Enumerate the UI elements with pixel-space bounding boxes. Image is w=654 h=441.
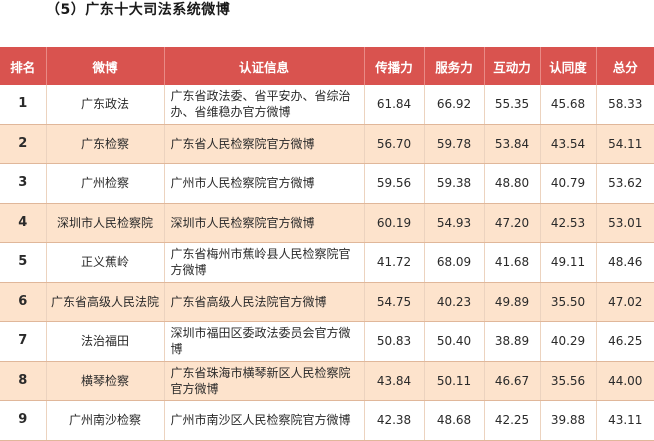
total-cell: 53.01 <box>596 203 654 243</box>
spread-cell: 42.38 <box>364 400 425 441</box>
weibo-cell: 正义蕉岭 <box>46 242 165 283</box>
identity-cell: 42.53 <box>540 203 597 243</box>
rank-cell: 6 <box>0 282 47 322</box>
spread-cell: 50.83 <box>364 321 425 362</box>
interact-cell: 48.80 <box>484 163 541 204</box>
weibo-cell: 法治福田 <box>46 321 165 362</box>
cert-cell: 广东省高级人民法院官方微博 <box>164 282 365 322</box>
identity-cell: 49.11 <box>540 242 597 283</box>
spread-cell: 56.70 <box>364 124 425 164</box>
cert-cell: 深圳市福田区委政法委员会官方微博 <box>164 321 365 362</box>
header-total: 总分 <box>596 47 654 85</box>
total-cell: 44.00 <box>596 361 654 401</box>
service-cell: 54.93 <box>424 203 485 243</box>
header-cert: 认证信息 <box>164 47 365 85</box>
identity-cell: 45.68 <box>540 85 597 125</box>
identity-cell: 35.56 <box>540 361 597 401</box>
identity-cell: 40.29 <box>540 321 597 362</box>
spread-cell: 43.84 <box>364 361 425 401</box>
weibo-cell: 横琴检察 <box>46 361 165 401</box>
rank-cell: 2 <box>0 124 47 164</box>
total-cell: 58.33 <box>596 85 654 125</box>
identity-cell: 35.50 <box>540 282 597 322</box>
total-cell: 54.11 <box>596 124 654 164</box>
header-spread: 传播力 <box>364 47 425 85</box>
interact-cell: 47.20 <box>484 203 541 243</box>
rank-cell: 5 <box>0 242 47 283</box>
total-cell: 47.02 <box>596 282 654 322</box>
rank-cell: 8 <box>0 361 47 401</box>
section-heading: （5）广东十大司法系统微博 <box>46 2 231 18</box>
weibo-cell: 广州检察 <box>46 163 165 204</box>
spread-cell: 59.56 <box>364 163 425 204</box>
total-cell: 46.25 <box>596 321 654 362</box>
rank-cell: 7 <box>0 321 47 362</box>
cert-cell: 广东省政法委、省平安办、省综治办、省维稳办官方微博 <box>164 85 365 125</box>
spread-cell: 41.72 <box>364 242 425 283</box>
rank-cell: 3 <box>0 163 47 204</box>
service-cell: 68.09 <box>424 242 485 283</box>
cert-cell: 广东省人民检察院官方微博 <box>164 124 365 164</box>
cert-cell: 广州市南沙区人民检察院官方微博 <box>164 400 365 441</box>
table-row: 8 横琴检察 广东省珠海市横琴新区人民检察院官方微博 43.84 50.11 4… <box>0 361 654 401</box>
spread-cell: 54.75 <box>364 282 425 322</box>
interact-cell: 38.89 <box>484 321 541 362</box>
cert-cell: 深圳市人民检察院官方微博 <box>164 203 365 243</box>
table-row: 2 广东检察 广东省人民检察院官方微博 56.70 59.78 53.84 43… <box>0 124 654 164</box>
interact-cell: 49.89 <box>484 282 541 322</box>
weibo-cell: 广东省高级人民法院 <box>46 282 165 322</box>
total-cell: 43.11 <box>596 400 654 441</box>
table-row: 7 法治福田 深圳市福田区委政法委员会官方微博 50.83 50.40 38.8… <box>0 321 654 362</box>
interact-cell: 55.35 <box>484 85 541 125</box>
table-row: 3 广州检察 广州市人民检察院官方微博 59.56 59.38 48.80 40… <box>0 163 654 204</box>
weibo-cell: 广东检察 <box>46 124 165 164</box>
identity-cell: 39.88 <box>540 400 597 441</box>
spread-cell: 61.84 <box>364 85 425 125</box>
header-identity: 认同度 <box>540 47 597 85</box>
cert-cell: 广州市人民检察院官方微博 <box>164 163 365 204</box>
table-row: 9 广州南沙检察 广州市南沙区人民检察院官方微博 42.38 48.68 42.… <box>0 400 654 441</box>
service-cell: 50.11 <box>424 361 485 401</box>
ranking-table: 排名 微博 认证信息 传播力 服务力 互动力 认同度 总分 1 广东政法 广东省… <box>0 47 654 441</box>
header-interact: 互动力 <box>484 47 541 85</box>
table-row: 5 正义蕉岭 广东省梅州市蕉岭县人民检察院官方微博 41.72 68.09 41… <box>0 242 654 283</box>
rank-cell: 9 <box>0 400 47 441</box>
service-cell: 59.78 <box>424 124 485 164</box>
total-cell: 53.62 <box>596 163 654 204</box>
weibo-cell: 广州南沙检察 <box>46 400 165 441</box>
table-row: 4 深圳市人民检察院 深圳市人民检察院官方微博 60.19 54.93 47.2… <box>0 203 654 243</box>
service-cell: 48.68 <box>424 400 485 441</box>
service-cell: 59.38 <box>424 163 485 204</box>
identity-cell: 43.54 <box>540 124 597 164</box>
service-cell: 50.40 <box>424 321 485 362</box>
interact-cell: 53.84 <box>484 124 541 164</box>
table-row: 6 广东省高级人民法院 广东省高级人民法院官方微博 54.75 40.23 49… <box>0 282 654 322</box>
interact-cell: 46.67 <box>484 361 541 401</box>
rank-cell: 4 <box>0 203 47 243</box>
table-header-row: 排名 微博 认证信息 传播力 服务力 互动力 认同度 总分 <box>0 47 654 85</box>
service-cell: 40.23 <box>424 282 485 322</box>
weibo-cell: 深圳市人民检察院 <box>46 203 165 243</box>
header-service: 服务力 <box>424 47 485 85</box>
rank-cell: 1 <box>0 85 47 125</box>
header-rank: 排名 <box>0 47 47 85</box>
spread-cell: 60.19 <box>364 203 425 243</box>
cert-cell: 广东省梅州市蕉岭县人民检察院官方微博 <box>164 242 365 283</box>
total-cell: 48.46 <box>596 242 654 283</box>
header-weibo: 微博 <box>46 47 165 85</box>
interact-cell: 42.25 <box>484 400 541 441</box>
identity-cell: 40.79 <box>540 163 597 204</box>
weibo-cell: 广东政法 <box>46 85 165 125</box>
interact-cell: 41.68 <box>484 242 541 283</box>
cert-cell: 广东省珠海市横琴新区人民检察院官方微博 <box>164 361 365 401</box>
table-row: 1 广东政法 广东省政法委、省平安办、省综治办、省维稳办官方微博 61.84 6… <box>0 85 654 125</box>
service-cell: 66.92 <box>424 85 485 125</box>
